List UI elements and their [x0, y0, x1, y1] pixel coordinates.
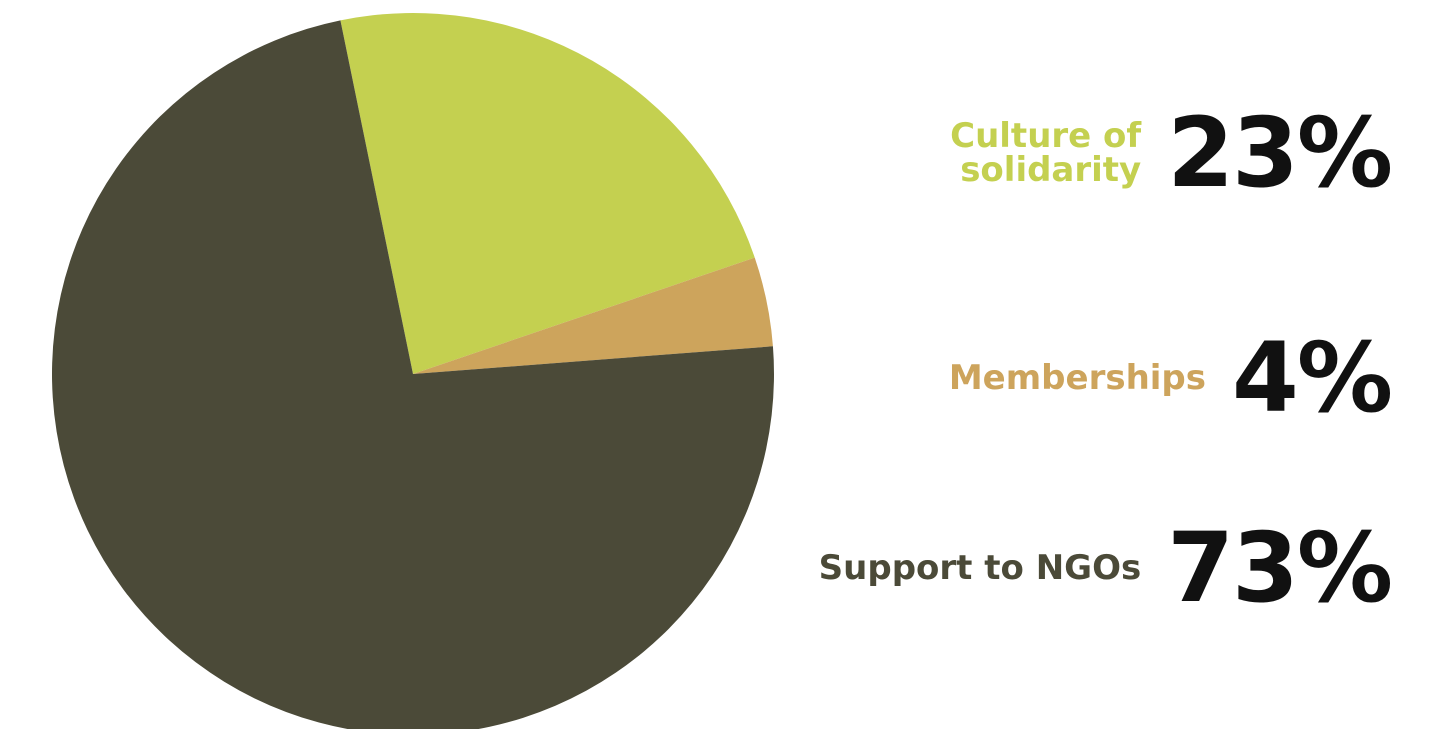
legend-item-memberships: Memberships 4% — [948, 322, 1393, 434]
pie-slice-culture-of-solidarity — [340, 13, 755, 375]
legend-value-memberships: 4% — [1232, 322, 1393, 434]
legend-item-support-to-ngos: Support to NGOs 73% — [818, 512, 1393, 624]
pie-slice-support-to-ngos — [52, 20, 774, 729]
legend-value-culture-of-solidarity: 23% — [1167, 97, 1393, 209]
legend-label-culture-of-solidarity: Culture of solidarity — [950, 116, 1142, 190]
legend-label-memberships: Memberships — [948, 358, 1207, 398]
legend-item-culture-of-solidarity: Culture of solidarity 23% — [950, 97, 1393, 209]
pie-slice-memberships — [413, 257, 773, 374]
legend-value-support-to-ngos: 73% — [1167, 512, 1393, 624]
legend-label-support-to-ngos: Support to NGOs — [818, 548, 1142, 588]
